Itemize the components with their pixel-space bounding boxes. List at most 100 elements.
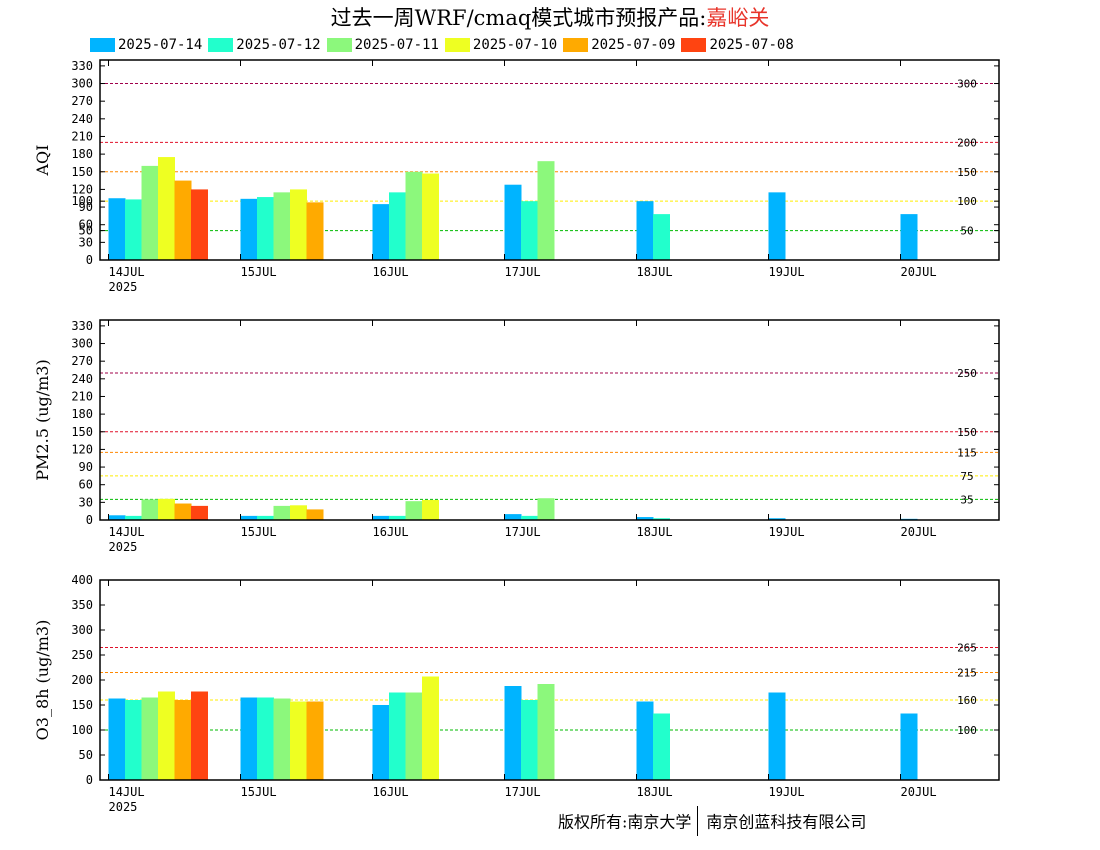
bar (521, 700, 538, 780)
x-year-label: 2025 (109, 540, 138, 554)
x-tick-label: 15JUL (241, 525, 277, 539)
bar (405, 501, 423, 520)
y-tick-label: 150 (71, 698, 93, 712)
y-tick-label: 150 (71, 165, 93, 179)
plot-frame (99, 59, 1000, 261)
bar (290, 701, 307, 780)
y-tick-label: 0 (86, 513, 93, 527)
y-tick-label: 100 (71, 194, 93, 208)
copyright-left: 版权所有:南京大学 (558, 812, 692, 832)
y-tick-label: 300 (71, 77, 93, 91)
bar (240, 697, 258, 780)
legend-item-0: 2025-07-14 (90, 37, 202, 53)
bar (768, 518, 786, 520)
y-tick-label: 90 (79, 460, 93, 474)
reference-line-label: 100 (957, 195, 977, 208)
bar (141, 697, 159, 780)
x-tick-label: 14JUL (109, 265, 145, 279)
chart-panel-3: 265 215 160 100 0 50 100 150 200 250 300 350 400 O3_8… (33, 573, 1000, 814)
legend-swatch (444, 37, 470, 52)
y-tick-label: 0 (86, 253, 93, 267)
y-tick-label: 30 (79, 235, 93, 249)
bar (240, 198, 258, 260)
y-tick-label: 210 (71, 129, 93, 143)
legend-swatch (681, 37, 707, 52)
bar (125, 515, 142, 520)
bar (257, 697, 274, 780)
y-tick-label: 250 (71, 648, 93, 662)
reference-line-label: 265 (957, 642, 977, 655)
x-year-label: 2025 (109, 280, 138, 294)
bar (521, 201, 538, 260)
bar (636, 517, 654, 520)
legend-label: 2025-07-08 (709, 36, 794, 53)
bar (504, 686, 522, 780)
x-tick-label: 15JUL (241, 785, 277, 799)
bar (372, 515, 390, 520)
legend-swatch (90, 37, 115, 52)
reference-line-label: 160 (957, 694, 977, 707)
x-tick-label: 18JUL (637, 265, 673, 279)
legend-label: 2025-07-14 (118, 36, 203, 53)
legend-label: 2025-07-09 (591, 36, 676, 53)
bar (158, 157, 175, 260)
x-tick-label: 17JUL (505, 785, 541, 799)
bar (900, 713, 918, 780)
bar (768, 192, 786, 260)
bar (108, 198, 126, 260)
reference-line-label: 100 (957, 724, 977, 737)
bar (240, 515, 258, 520)
legend-item-3: 2025-07-10 (444, 37, 557, 53)
reference-line-label: 35 (960, 493, 973, 506)
y-tick-label: 210 (71, 389, 93, 403)
x-tick-label: 19JUL (769, 265, 805, 279)
bar (653, 518, 670, 520)
y-tick-label: 120 (71, 442, 93, 456)
reference-line-label: 300 (957, 78, 977, 91)
bar (141, 499, 159, 520)
bar (537, 684, 555, 780)
bar (108, 515, 126, 520)
x-tick-label: 17JUL (505, 525, 541, 539)
footer-separator (697, 806, 699, 836)
bar (405, 692, 423, 780)
bar (191, 189, 208, 260)
copyright-footer: 版权所有:南京大学 南京创蓝科技有限公司 (558, 806, 867, 838)
bar (422, 173, 439, 260)
bar (900, 214, 918, 260)
x-tick-label: 20JUL (901, 785, 937, 799)
legend-item-4: 2025-07-09 (563, 37, 675, 53)
y-tick-label: 100 (71, 723, 93, 737)
bar (306, 202, 324, 260)
y-tick-label: 50 (79, 748, 93, 762)
bar (158, 691, 175, 780)
y-tick-label: 150 (71, 425, 93, 439)
bar (174, 700, 192, 780)
x-tick-label: 16JUL (373, 525, 409, 539)
bar (372, 705, 390, 780)
y-tick-label: 200 (71, 673, 93, 687)
bar (125, 700, 142, 780)
bar (405, 171, 423, 260)
y-tick-label: 400 (71, 573, 93, 587)
bar (273, 192, 291, 260)
y-tick-label: 180 (71, 407, 93, 421)
y-tick-label: 120 (71, 182, 93, 196)
chart-title-main: 过去一周WRF/cmaq模式城市预报产品: (330, 6, 707, 30)
bar (422, 500, 439, 520)
y-tick-label: 300 (71, 337, 93, 351)
y-tick-label: 240 (71, 372, 93, 386)
bar (537, 161, 555, 260)
y-tick-label: 240 (71, 112, 93, 126)
copyright-right: 南京创蓝科技有限公司 (706, 812, 867, 832)
reference-line-label: 150 (957, 166, 977, 179)
bar (768, 692, 786, 780)
y-tick-label: 180 (71, 147, 93, 161)
reference-line-label: 250 (957, 367, 977, 380)
bar (306, 509, 324, 520)
y-tick-label: 60 (79, 478, 93, 492)
x-tick-label: 16JUL (373, 785, 409, 799)
y-tick-label: 270 (71, 94, 93, 108)
bar (141, 165, 159, 260)
